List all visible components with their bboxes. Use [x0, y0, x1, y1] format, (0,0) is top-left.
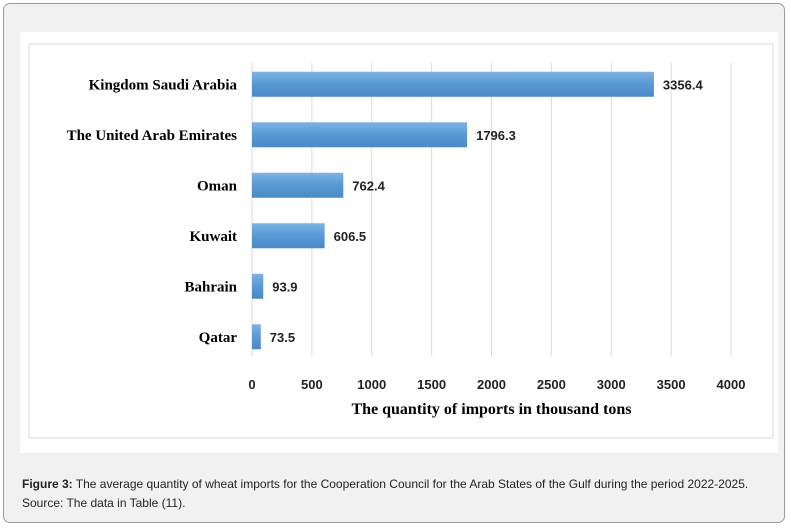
category-label: Bahrain: [184, 279, 237, 295]
figure-label: Figure 3:: [22, 477, 73, 491]
x-tick-label-500: 500: [301, 377, 323, 392]
bar-qatar: [252, 324, 261, 350]
bar-bahrain: [252, 273, 264, 299]
category-label: Oman: [197, 178, 238, 194]
x-tick-label-3000: 3000: [597, 377, 626, 392]
x-tick-label-2000: 2000: [477, 377, 506, 392]
category-label: Kingdom Saudi Arabia: [89, 77, 238, 93]
category-label: Kuwait: [189, 229, 237, 245]
x-tick-label-4000: 4000: [717, 377, 746, 392]
chart-background: [20, 32, 778, 453]
data-label: 73.5: [270, 330, 295, 345]
data-label: 3356.4: [663, 77, 704, 92]
data-label: 1796.3: [476, 128, 516, 143]
x-tick-label-3500: 3500: [657, 377, 686, 392]
x-tick-label-0: 0: [248, 377, 255, 392]
x-tick-label-1500: 1500: [417, 377, 446, 392]
x-axis-title: The quantity of imports in thousand tons: [351, 401, 631, 418]
category-label: The United Arab Emirates: [67, 128, 238, 144]
caption-source: Source: The data in Table (11).: [22, 496, 186, 510]
data-label: 762.4: [352, 178, 385, 193]
bar-chart: 0 500 1000 1500 2000 2500 3000 3500 4000 Kingdom …: [28, 43, 774, 439]
data-label: 93.9: [272, 279, 297, 294]
figure-caption: Figure 3: The average quantity of wheat …: [22, 475, 772, 513]
x-tick-label-2500: 2500: [537, 377, 566, 392]
plot-border: [28, 43, 774, 439]
caption-text: The average quantity of wheat imports fo…: [72, 477, 749, 491]
bar-kingdom-saudi-arabia: [252, 71, 654, 97]
x-tick-label-1000: 1000: [357, 377, 386, 392]
bar-the-united-arab-emirates: [252, 122, 468, 148]
bar-kuwait: [252, 223, 325, 249]
category-label: Qatar: [199, 330, 238, 346]
bar-oman: [252, 172, 344, 198]
data-label: 606.5: [334, 229, 367, 244]
